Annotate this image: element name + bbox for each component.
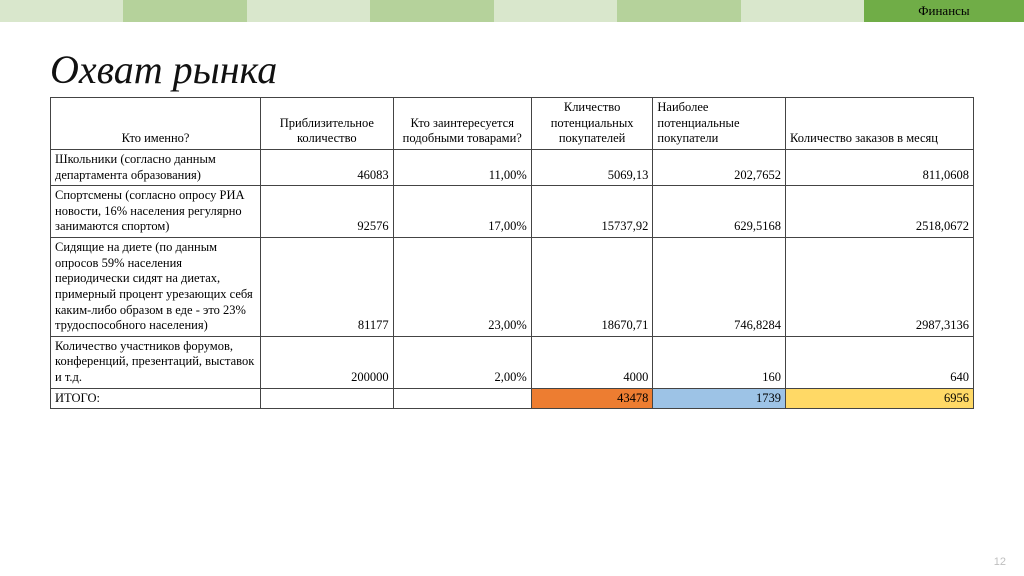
topbar-active-tab[interactable]: Финансы [864,0,1024,22]
col-header: Количество заказов в месяц [786,98,974,150]
col-header: Кто заинтересуется подобными товарами? [393,98,531,150]
table-row: Сидящие на диете (по данным опросов 59% … [51,238,974,337]
topbar-segment [494,0,617,22]
total-cell: 1739 [653,388,786,409]
table-cell: 17,00% [393,186,531,238]
page-number: 12 [994,556,1006,568]
total-row: ИТОГО: 4347817396956 [51,388,974,409]
table-cell: 200000 [261,336,394,388]
table-cell: Школьники (согласно данным департамента … [51,149,261,185]
table-row: Количество участников форумов, конференц… [51,336,974,388]
table-cell: 81177 [261,238,394,337]
table-cell: 160 [653,336,786,388]
topbar-segment [617,0,740,22]
slide-title: Охват рынка [50,46,974,93]
table-cell: 2518,0672 [786,186,974,238]
total-cell: 43478 [531,388,653,409]
col-header: Наиболее потенциальные покупатели [653,98,786,150]
total-cell [261,388,394,409]
total-cell [393,388,531,409]
total-label-cell: ИТОГО: [51,388,261,409]
table-cell: 2987,3136 [786,238,974,337]
col-header: Приблизительное количество [261,98,394,150]
table-cell: 92576 [261,186,394,238]
col-header: Кто именно? [51,98,261,150]
table-cell: 746,8284 [653,238,786,337]
table-cell: 5069,13 [531,149,653,185]
table-cell: 4000 [531,336,653,388]
table-cell: Сидящие на диете (по данным опросов 59% … [51,238,261,337]
total-cell: 6956 [786,388,974,409]
table-cell: 640 [786,336,974,388]
top-nav-bar: Финансы [0,0,1024,22]
table-cell: 202,7652 [653,149,786,185]
table-cell: 46083 [261,149,394,185]
table-cell: 629,5168 [653,186,786,238]
topbar-segment [0,0,123,22]
market-table-body: Школьники (согласно данным департамента … [51,149,974,408]
table-cell: 11,00% [393,149,531,185]
col-header: Кличество потенциальных покупателей [531,98,653,150]
topbar-segment [741,0,864,22]
table-cell: Количество участников форумов, конференц… [51,336,261,388]
topbar-segment [370,0,493,22]
slide-body: Охват рынка Кто именно?Приблизительное к… [0,22,1024,576]
table-cell: 18670,71 [531,238,653,337]
table-cell: 15737,92 [531,186,653,238]
topbar-segment [123,0,246,22]
table-cell: 2,00% [393,336,531,388]
market-table-header-row: Кто именно?Приблизительное количествоКто… [51,98,974,150]
table-row: Школьники (согласно данным департамента … [51,149,974,185]
table-row: Спортсмены (согласно опросу РИА новости,… [51,186,974,238]
table-cell: Спортсмены (согласно опросу РИА новости,… [51,186,261,238]
topbar-segment [247,0,370,22]
market-table: Кто именно?Приблизительное количествоКто… [50,97,974,409]
table-cell: 23,00% [393,238,531,337]
table-cell: 811,0608 [786,149,974,185]
